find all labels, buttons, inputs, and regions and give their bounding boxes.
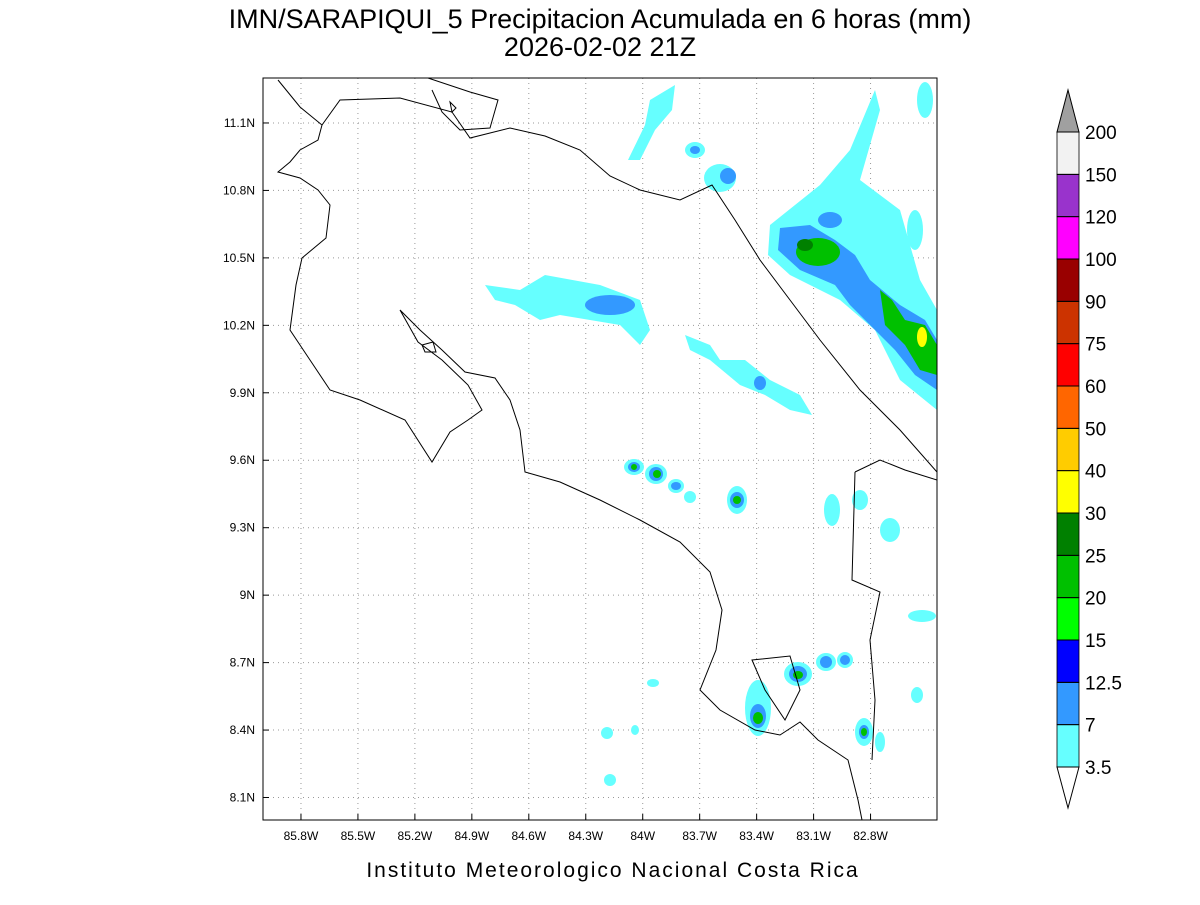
x-tick-label: 82.8W bbox=[853, 829, 888, 843]
y-tick-label: 9.3N bbox=[230, 521, 255, 535]
y-tick-label: 10.8N bbox=[223, 183, 255, 197]
colorbar-label: 40 bbox=[1085, 462, 1106, 483]
colorbar-label: 100 bbox=[1085, 250, 1117, 271]
colorbar-box bbox=[1056, 470, 1080, 514]
colorbar-box bbox=[1056, 554, 1080, 599]
map-frame bbox=[262, 77, 938, 821]
x-tick-label: 84.3W bbox=[568, 829, 603, 843]
coastline bbox=[276, 78, 937, 820]
y-tick-label: 8.1N bbox=[230, 791, 255, 805]
y-tick-label: 9N bbox=[240, 588, 255, 602]
grid bbox=[263, 78, 937, 820]
colorbar-label: 25 bbox=[1085, 546, 1106, 567]
colorbar-label: 30 bbox=[1085, 504, 1106, 525]
colorbar-box bbox=[1056, 343, 1080, 387]
footer: Instituto Meteorologico Nacional Costa R… bbox=[366, 859, 859, 882]
colorbar-box bbox=[1056, 300, 1080, 345]
x-tick-label: 83.1W bbox=[796, 829, 831, 843]
colorbar-box bbox=[1056, 131, 1080, 175]
title: IMN/SARAPIQUI_5 Precipitacion Acumulada … bbox=[229, 4, 972, 34]
precipitation bbox=[485, 82, 937, 786]
y-tick-label: 11.1N bbox=[224, 116, 255, 130]
x-tick-label: 84W bbox=[630, 829, 655, 843]
colorbar-box bbox=[1056, 427, 1080, 472]
colorbar-box bbox=[1056, 385, 1080, 429]
colorbar-box bbox=[1056, 216, 1080, 260]
colorbar-box bbox=[1056, 173, 1080, 218]
colorbar-box bbox=[1056, 724, 1080, 768]
x-tick-label: 85.8W bbox=[284, 829, 319, 843]
y-tick-label: 8.7N bbox=[230, 656, 255, 670]
under-triangle bbox=[1056, 766, 1080, 810]
x-tick-label: 83.4W bbox=[739, 829, 774, 843]
x-tick-label: 84.9W bbox=[455, 829, 490, 843]
y-tick-label: 9.9N bbox=[230, 386, 255, 400]
colorbar-box bbox=[1056, 681, 1080, 726]
colorbar-label: 120 bbox=[1085, 208, 1117, 229]
colorbar-box bbox=[1056, 258, 1080, 302]
y-tick-label: 10.5N bbox=[223, 251, 255, 265]
colorbar-box bbox=[1056, 512, 1080, 556]
colorbar-label: 200 bbox=[1085, 123, 1117, 144]
colorbar-label: 150 bbox=[1085, 165, 1117, 186]
colorbar-label: 75 bbox=[1085, 335, 1106, 356]
y-tick-label: 10.2N bbox=[223, 318, 255, 332]
colorbar-label: 7 bbox=[1085, 716, 1096, 737]
x-tick-label: 85.2W bbox=[398, 829, 433, 843]
y-tick-label: 8.4N bbox=[230, 723, 255, 737]
y-tick-label: 9.6N bbox=[230, 453, 255, 467]
colorbar-label: 12.5 bbox=[1085, 673, 1122, 694]
x-tick-label: 83.7W bbox=[682, 829, 717, 843]
x-tick-label: 85.5W bbox=[341, 829, 376, 843]
colorbar-label: 20 bbox=[1085, 589, 1106, 610]
colorbar-box bbox=[1056, 597, 1080, 641]
colorbar-label: 3.5 bbox=[1085, 758, 1111, 779]
colorbar-label: 60 bbox=[1085, 377, 1106, 398]
x-tick-label: 84.6W bbox=[511, 829, 546, 843]
over-triangle bbox=[1056, 88, 1080, 133]
subtitle: 2026-02-02 21Z bbox=[504, 32, 696, 62]
colorbar-label: 15 bbox=[1085, 631, 1106, 652]
colorbar: 3.5 7 12.5 15 20 25 30 40 50 60 75 90 100 120 150 200 bbox=[1056, 88, 1122, 810]
colorbar-box bbox=[1056, 639, 1080, 683]
colorbar-label: 90 bbox=[1085, 292, 1106, 313]
colorbar-label: 50 bbox=[1085, 419, 1106, 440]
